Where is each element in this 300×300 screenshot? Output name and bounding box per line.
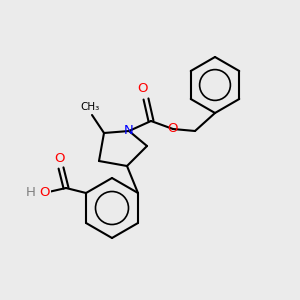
Text: CH₃: CH₃ — [80, 102, 100, 112]
Text: N: N — [124, 124, 134, 137]
Text: O: O — [138, 82, 148, 95]
Text: H: H — [26, 187, 36, 200]
Text: O: O — [168, 122, 178, 136]
Text: O: O — [39, 187, 49, 200]
Text: O: O — [54, 152, 64, 164]
